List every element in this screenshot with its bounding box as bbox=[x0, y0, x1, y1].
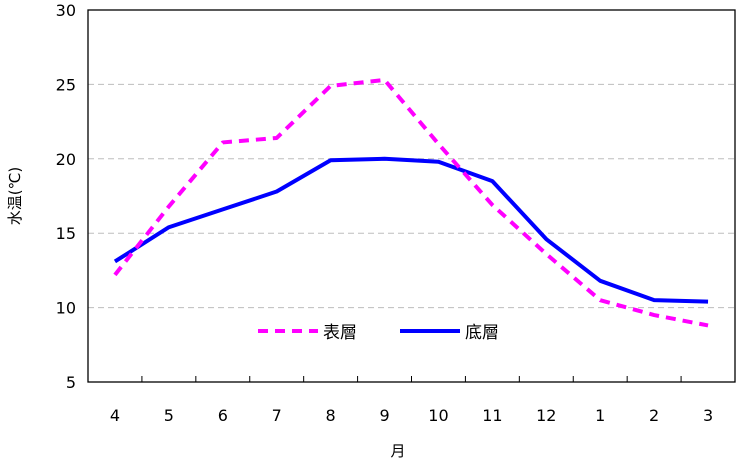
gridlines bbox=[88, 83, 735, 309]
plot-area bbox=[87, 9, 736, 383]
y-axis-tick-labels: 5 10 15 20 25 30 bbox=[56, 1, 76, 392]
legend: 表層 底層 bbox=[258, 323, 499, 343]
x-axis-ticks bbox=[141, 376, 682, 382]
x-tick-label-7: 7 bbox=[272, 406, 282, 425]
x-axis-label: 月 bbox=[390, 442, 405, 460]
y-tick-label-25: 25 bbox=[56, 75, 76, 94]
x-tick-label-9: 9 bbox=[379, 406, 389, 425]
series-line-2 bbox=[113, 156, 709, 304]
y-axis-label: 水温(℃) bbox=[6, 167, 24, 226]
y-tick-label-30: 30 bbox=[56, 1, 76, 20]
x-tick-label-11: 11 bbox=[482, 406, 502, 425]
series-line-1 bbox=[113, 77, 709, 328]
x-tick-label-5: 5 bbox=[164, 406, 174, 425]
x-tick-label-10: 10 bbox=[428, 406, 448, 425]
y-tick-label-20: 20 bbox=[56, 150, 76, 169]
legend-label-2: 底層 bbox=[465, 323, 499, 343]
series-lines bbox=[113, 77, 709, 328]
x-tick-label-8: 8 bbox=[326, 406, 336, 425]
y-tick-label-5: 5 bbox=[66, 373, 76, 392]
y-tick-label-10: 10 bbox=[56, 299, 76, 318]
x-axis-tick-labels: 4 5 6 7 8 9 10 11 12 1 2 3 bbox=[110, 406, 713, 425]
x-tick-label-12: 12 bbox=[536, 406, 556, 425]
x-tick-label-2: 2 bbox=[649, 406, 659, 425]
legend-label-1: 表層 bbox=[323, 323, 357, 343]
x-tick-label-1: 1 bbox=[595, 406, 605, 425]
x-tick-label-6: 6 bbox=[218, 406, 228, 425]
x-tick-label-3: 3 bbox=[703, 406, 713, 425]
y-tick-label-15: 15 bbox=[56, 224, 76, 243]
x-tick-label-4: 4 bbox=[110, 406, 120, 425]
